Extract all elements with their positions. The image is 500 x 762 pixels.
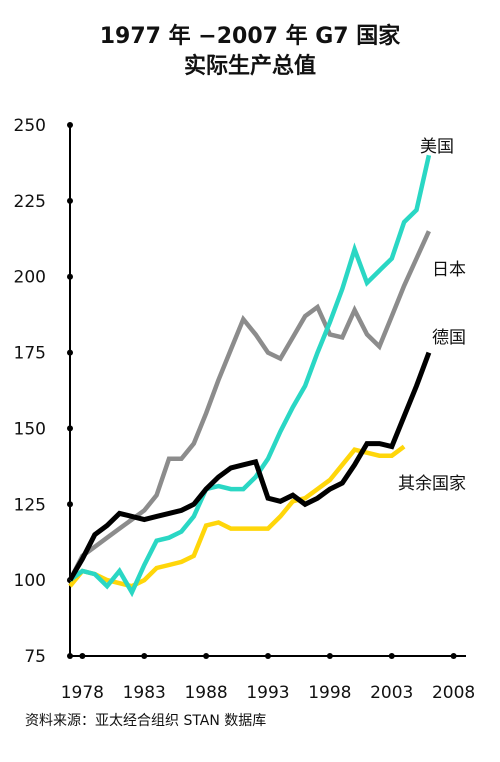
chart-title: 1977 年 −2007 年 G7 国家 实际生产总值 — [0, 22, 500, 82]
x-tick-label: 1978 — [61, 683, 104, 700]
x-tick-dot — [388, 653, 395, 659]
series-line-2 — [67, 230, 431, 582]
x-tick-label: 1998 — [308, 683, 351, 700]
y-tick-dot — [67, 122, 73, 128]
series-label-3: 德国 — [432, 328, 466, 348]
y-tick-label: 175 — [14, 344, 46, 364]
x-tick-dot — [141, 653, 148, 659]
y-tick-dot — [67, 653, 73, 659]
y-tick-label: 100 — [14, 571, 46, 591]
series-label-1: 美国 — [420, 137, 454, 157]
y-tick-label: 75 — [24, 647, 46, 667]
x-tick-label: 1983 — [123, 683, 166, 700]
x-tick-label: 2008 — [432, 683, 475, 700]
y-tick-label: 125 — [14, 495, 46, 515]
chart-title-line-2: 实际生产总值 — [183, 54, 316, 79]
x-tick-label: 2003 — [370, 683, 413, 700]
x-tick-label: 1988 — [184, 683, 227, 700]
y-tick-dot — [67, 197, 73, 204]
y-tick-dot — [67, 273, 73, 280]
series-line-1 — [68, 154, 432, 598]
x-tick-dot — [203, 653, 210, 659]
x-tick-dot — [450, 653, 457, 659]
series-label-2: 日本 — [432, 260, 466, 280]
y-tick-label: 150 — [14, 419, 46, 439]
y-tick-label: 225 — [14, 192, 46, 212]
chart-title-line-1: 1977 年 −2007 年 G7 国家 — [99, 24, 401, 49]
y-tick-dot — [67, 349, 73, 356]
y-tick-dot — [67, 425, 73, 432]
series-label-4: 其余国家 — [398, 474, 466, 494]
x-tick-dot — [79, 653, 86, 659]
line-chart: 75 100 125 150 175 200 225 250 1978 1983 1988 1993 1… — [14, 116, 476, 700]
x-tick-dot — [326, 653, 333, 659]
x-tick-dot — [265, 653, 271, 659]
y-tick-label: 200 — [14, 268, 46, 288]
series-line-3 — [67, 351, 432, 582]
y-tick-dot — [67, 501, 73, 508]
y-tick-label: 250 — [14, 116, 46, 136]
x-tick-label: 1993 — [246, 683, 289, 700]
source-note: 资料来源：亚太经合组织 STAN 数据库 — [25, 713, 267, 729]
